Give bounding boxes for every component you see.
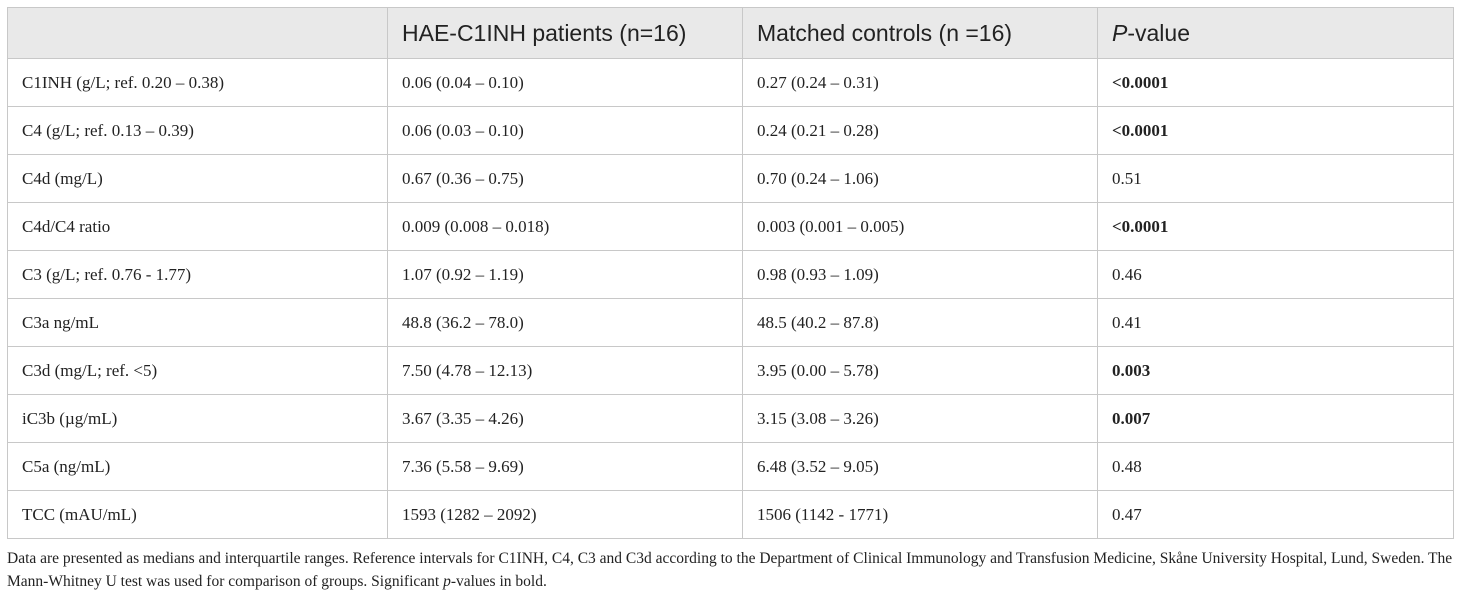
cell-patients: 0.67 (0.36 – 0.75)	[387, 154, 743, 203]
table-row: C4d/C4 ratio 0.009 (0.008 – 0.018) 0.003 (…	[7, 202, 1454, 251]
cell-patients: 1593 (1282 – 2092)	[387, 490, 743, 539]
cell-controls: 48.5 (40.2 – 87.8)	[742, 298, 1098, 347]
cell-p-value: 0.48	[1097, 442, 1454, 491]
cell-p-value: 0.46	[1097, 250, 1454, 299]
footnote-italic-p: p	[443, 573, 451, 590]
cell-patients: 1.07 (0.92 – 1.19)	[387, 250, 743, 299]
header-patients: HAE-C1INH patients (n=16)	[387, 7, 743, 59]
table-row: C3a ng/mL 48.8 (36.2 – 78.0) 48.5 (40.2 – …	[7, 298, 1454, 347]
table-row: C1INH (g/L; ref. 0.20 – 0.38) 0.06 (0.04 …	[7, 58, 1454, 107]
cell-patients: 0.06 (0.03 – 0.10)	[387, 106, 743, 155]
cell-parameter: iC3b (µg/mL)	[7, 394, 388, 443]
cell-patients: 48.8 (36.2 – 78.0)	[387, 298, 743, 347]
footnote-text-main: Data are presented as medians and interq…	[7, 550, 1453, 590]
cell-parameter: C3a ng/mL	[7, 298, 388, 347]
header-p-suffix: -value	[1127, 19, 1190, 46]
cell-controls: 3.95 (0.00 – 5.78)	[742, 346, 1098, 395]
cell-patients: 0.009 (0.008 – 0.018)	[387, 202, 743, 251]
cell-patients: 7.50 (4.78 – 12.13)	[387, 346, 743, 395]
results-table-container: HAE-C1INH patients (n=16) Matched contro…	[7, 7, 1454, 539]
cell-controls: 3.15 (3.08 – 3.26)	[742, 394, 1098, 443]
table-row: TCC (mAU/mL) 1593 (1282 – 2092) 1506 (1142…	[7, 490, 1454, 539]
cell-p-value: <0.0001	[1097, 202, 1454, 251]
table-body: C1INH (g/L; ref. 0.20 – 0.38) 0.06 (0.04 …	[7, 58, 1454, 539]
cell-parameter: C4d (mg/L)	[7, 154, 388, 203]
table-row: C5a (ng/mL) 7.36 (5.58 – 9.69) 6.48 (3.52 …	[7, 442, 1454, 491]
cell-parameter: C5a (ng/mL)	[7, 442, 388, 491]
header-p-italic: P	[1112, 19, 1128, 46]
header-parameter	[7, 7, 388, 59]
cell-p-value: 0.51	[1097, 154, 1454, 203]
cell-controls: 0.27 (0.24 – 0.31)	[742, 58, 1098, 107]
cell-parameter: C3 (g/L; ref. 0.76 - 1.77)	[7, 250, 388, 299]
table-row: C3d (mg/L; ref. <5) 7.50 (4.78 – 12.13) 3.…	[7, 346, 1454, 395]
table-footnote: Data are presented as medians and interq…	[7, 547, 1453, 593]
cell-controls: 0.70 (0.24 – 1.06)	[742, 154, 1098, 203]
header-p-value: P-value	[1097, 7, 1454, 59]
cell-p-value: 0.47	[1097, 490, 1454, 539]
cell-p-value: <0.0001	[1097, 58, 1454, 107]
table-header-row: HAE-C1INH patients (n=16) Matched contro…	[7, 7, 1454, 59]
cell-parameter: C4d/C4 ratio	[7, 202, 388, 251]
cell-p-value: 0.41	[1097, 298, 1454, 347]
cell-p-value: <0.0001	[1097, 106, 1454, 155]
cell-patients: 0.06 (0.04 – 0.10)	[387, 58, 743, 107]
cell-controls: 6.48 (3.52 – 9.05)	[742, 442, 1098, 491]
table-row: C4 (g/L; ref. 0.13 – 0.39) 0.06 (0.03 – 0…	[7, 106, 1454, 155]
cell-parameter: C4 (g/L; ref. 0.13 – 0.39)	[7, 106, 388, 155]
cell-patients: 7.36 (5.58 – 9.69)	[387, 442, 743, 491]
cell-controls: 0.98 (0.93 – 1.09)	[742, 250, 1098, 299]
table-row: C3 (g/L; ref. 0.76 - 1.77) 1.07 (0.92 – 1…	[7, 250, 1454, 299]
header-controls: Matched controls (n =16)	[742, 7, 1098, 59]
cell-controls: 0.003 (0.001 – 0.005)	[742, 202, 1098, 251]
cell-parameter: C3d (mg/L; ref. <5)	[7, 346, 388, 395]
table-row: iC3b (µg/mL) 3.67 (3.35 – 4.26) 3.15 (3.08…	[7, 394, 1454, 443]
complement-results-table: HAE-C1INH patients (n=16) Matched contro…	[7, 7, 1454, 539]
cell-controls: 0.24 (0.21 – 0.28)	[742, 106, 1098, 155]
footnote-text-end: -values in bold.	[450, 573, 547, 590]
cell-parameter: C1INH (g/L; ref. 0.20 – 0.38)	[7, 58, 388, 107]
cell-parameter: TCC (mAU/mL)	[7, 490, 388, 539]
cell-p-value: 0.003	[1097, 346, 1454, 395]
cell-p-value: 0.007	[1097, 394, 1454, 443]
table-row: C4d (mg/L) 0.67 (0.36 – 0.75) 0.70 (0.24 –…	[7, 154, 1454, 203]
cell-controls: 1506 (1142 - 1771)	[742, 490, 1098, 539]
cell-patients: 3.67 (3.35 – 4.26)	[387, 394, 743, 443]
